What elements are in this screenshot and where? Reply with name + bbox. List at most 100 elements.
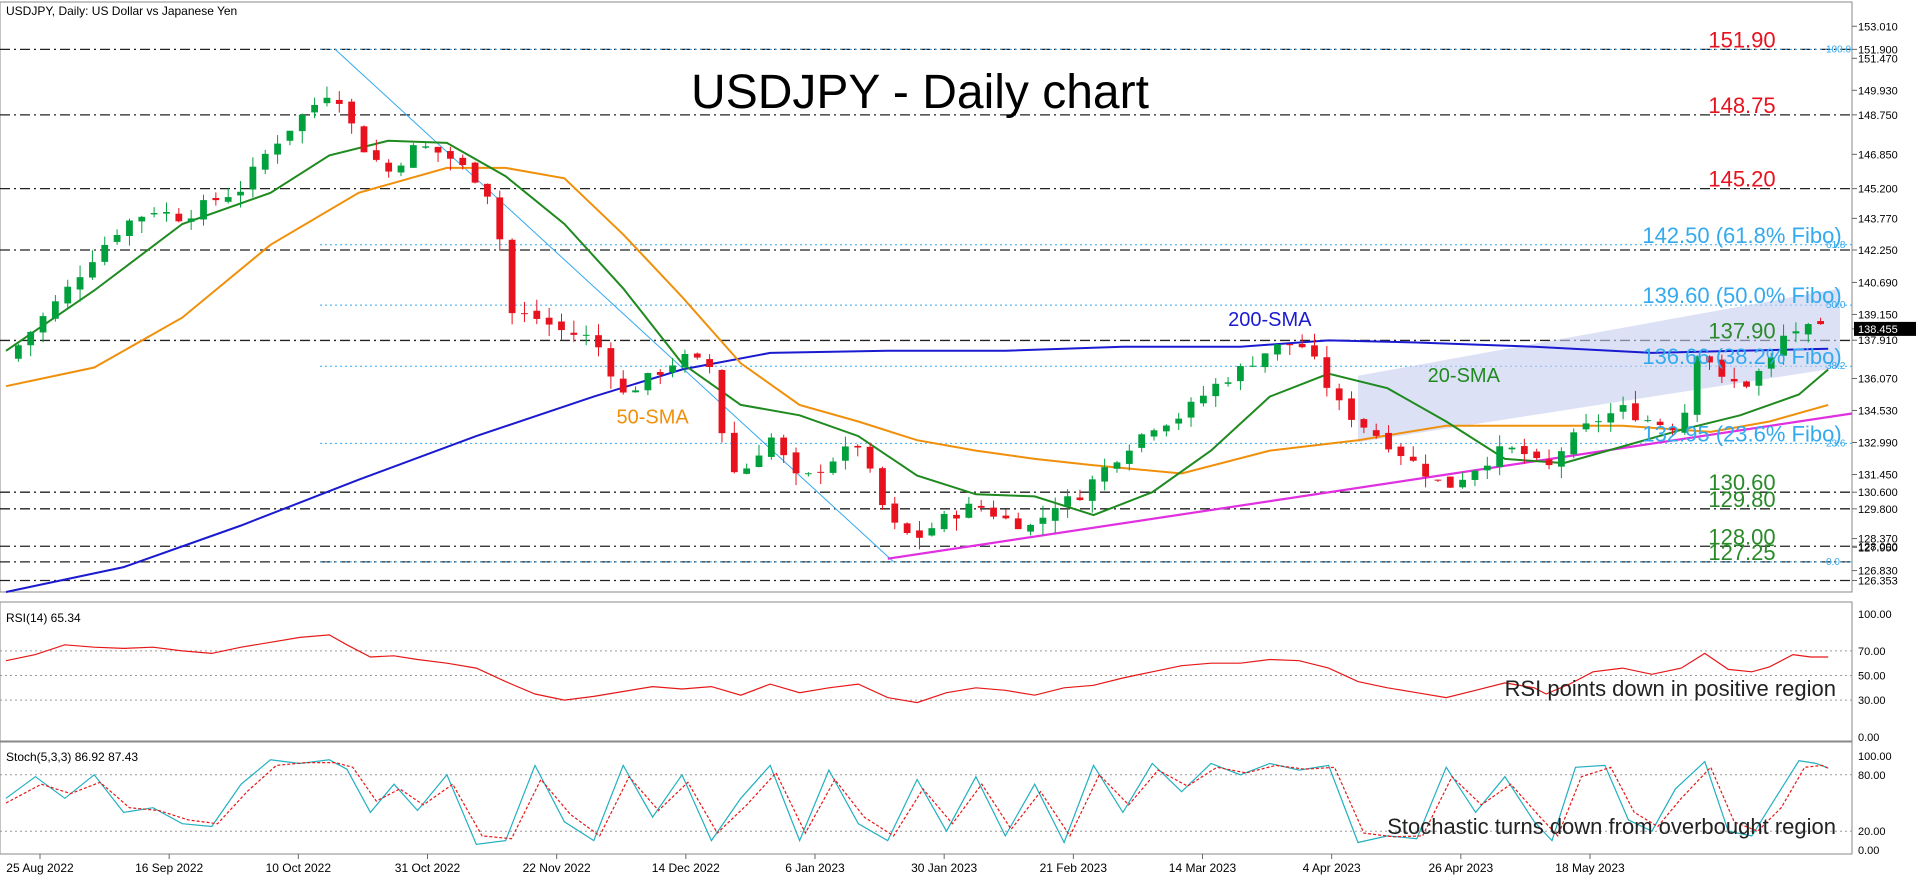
- candle-body: [508, 239, 516, 314]
- candle-body: [1261, 353, 1269, 368]
- level-label: 128.00: [1708, 524, 1775, 549]
- y-tick-label: 151.900: [1858, 44, 1898, 56]
- last-price-label: 138.455: [1858, 324, 1898, 336]
- candle-body: [249, 166, 257, 190]
- y-tick-label: 132.990: [1858, 438, 1898, 450]
- candle-body: [76, 277, 84, 290]
- candle-body: [1385, 432, 1392, 450]
- candle-body: [780, 437, 788, 456]
- candle-body: [1372, 430, 1380, 436]
- stoch-panel-frame: [0, 741, 1853, 855]
- level-label: 129.80: [1708, 487, 1775, 512]
- candle-body: [1311, 345, 1318, 357]
- candle-body: [1335, 388, 1343, 401]
- candle-body: [1113, 462, 1121, 469]
- candle-body: [718, 369, 726, 434]
- candle-body: [767, 437, 775, 457]
- candle-body: [39, 316, 47, 333]
- x-tick-label: 30 Jan 2023: [911, 861, 977, 875]
- candle-body: [64, 286, 72, 304]
- x-tick-label: 14 Mar 2023: [1169, 861, 1237, 875]
- candle-body: [261, 153, 269, 170]
- y-tick-label: 131.450: [1858, 470, 1898, 482]
- candle-body: [990, 507, 997, 517]
- fibo-ratio: 0.0: [1826, 557, 1840, 568]
- y-tick-label: 128.370: [1858, 534, 1898, 546]
- candle-body: [1088, 479, 1096, 501]
- last-price-box: [1854, 321, 1916, 336]
- candle-body: [1422, 463, 1429, 477]
- candle-body: [755, 455, 763, 468]
- candle-body: [1669, 427, 1676, 431]
- candle-body: [200, 200, 207, 220]
- candle-body: [1595, 421, 1602, 423]
- candle-body: [1508, 447, 1516, 450]
- candle-body: [891, 503, 899, 523]
- candle-body: [558, 321, 565, 331]
- candle-body: [1780, 335, 1787, 356]
- candle-body: [1224, 382, 1232, 384]
- candle-body: [1125, 450, 1133, 464]
- candle-body: [311, 104, 319, 113]
- candle-body: [496, 197, 504, 240]
- candle-body: [792, 452, 800, 474]
- level-label: 130.60: [1708, 470, 1775, 495]
- y-tick-label: 136.070: [1858, 373, 1898, 385]
- x-tick-label: 21 Feb 2023: [1040, 861, 1108, 875]
- fibo-leg-line: [334, 48, 894, 563]
- x-tick-label: 18 May 2023: [1555, 861, 1625, 875]
- candle-body: [323, 97, 331, 104]
- candle-body: [422, 146, 430, 148]
- level-label: 148.75: [1708, 93, 1775, 118]
- candle-body: [1002, 515, 1010, 519]
- fibo-ratio: 100.0: [1826, 44, 1851, 55]
- candle-body: [1520, 446, 1528, 455]
- candle-body: [113, 234, 121, 242]
- y-tick-label: 143.770: [1858, 213, 1898, 225]
- candle-body: [570, 332, 578, 335]
- y-tick-label: 128.000: [1858, 541, 1898, 553]
- x-tick-label: 6 Jan 2023: [785, 861, 845, 875]
- candle-body: [1496, 446, 1504, 467]
- candle-body: [1681, 412, 1689, 433]
- candle-body: [1249, 365, 1257, 367]
- candle-body: [866, 446, 874, 469]
- candle-body: [1397, 446, 1405, 457]
- candle-body: [471, 162, 479, 183]
- candle-body: [484, 183, 491, 197]
- rsi-line: [5, 634, 1829, 704]
- candle-body: [545, 317, 553, 325]
- candle-body: [1557, 451, 1565, 467]
- y-tick-label: 129.800: [1858, 504, 1898, 516]
- candle-body: [1582, 423, 1590, 430]
- rising-channel: [1357, 288, 1840, 443]
- candle-body: [607, 348, 615, 377]
- candle-body: [1434, 479, 1442, 481]
- candle-body: [360, 126, 368, 153]
- y-tick-label: 127.950: [1858, 542, 1898, 554]
- rsi-note: RSI points down in positive region: [1505, 676, 1836, 701]
- support-trendline: [887, 412, 1853, 560]
- candle-body: [730, 432, 738, 473]
- candle-body: [1767, 357, 1775, 369]
- candle-body: [150, 213, 158, 215]
- candle-body: [1162, 425, 1170, 432]
- stoch-tick-label: 100.00: [1858, 751, 1892, 763]
- candle-body: [1064, 496, 1071, 507]
- x-tick-label: 14 Dec 2022: [652, 861, 720, 875]
- candle-body: [879, 468, 886, 506]
- fibo-label: 136.66 (38.2% Fibo): [1642, 344, 1841, 369]
- candle-body: [14, 345, 22, 359]
- candle-body: [237, 191, 244, 196]
- x-tick-label: 10 Oct 2022: [266, 861, 332, 875]
- y-tick-label: 153.010: [1858, 21, 1898, 33]
- x-tick-label: 31 Oct 2022: [395, 861, 461, 875]
- chart-title: USDJPY - Daily chart: [691, 66, 1149, 119]
- y-tick-label: 126.830: [1858, 566, 1898, 578]
- candle-body: [1817, 321, 1824, 325]
- candle-body: [1607, 413, 1615, 423]
- level-label: 145.20: [1708, 167, 1775, 192]
- x-tick-label: 22 Nov 2022: [523, 861, 591, 875]
- candle-body: [706, 359, 714, 368]
